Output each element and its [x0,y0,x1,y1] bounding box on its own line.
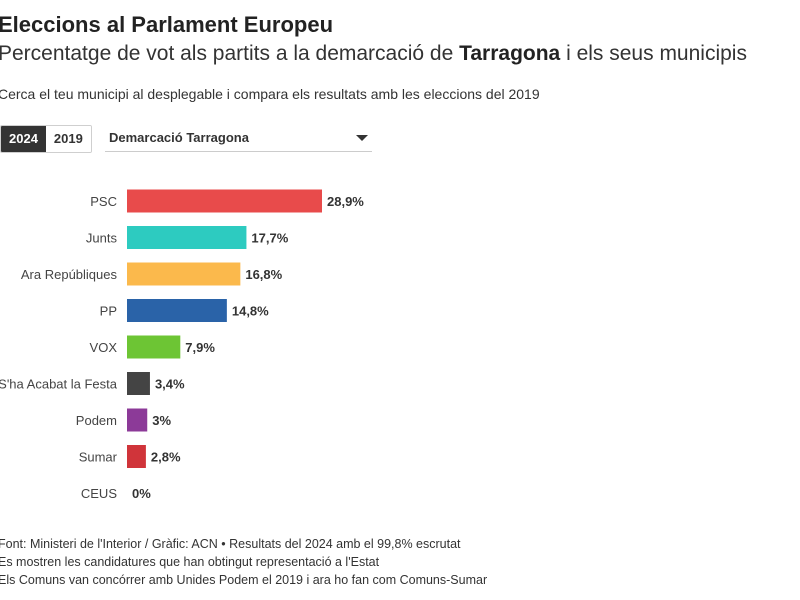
value-label-vox: 7,9% [185,340,215,355]
category-label-s-ha-acabat-la-festa: S'ha Acabat la Festa [0,377,118,392]
year-button-2024[interactable]: 2024 [1,126,46,152]
bar-s-ha-acabat-la-festa[interactable] [127,372,150,395]
value-label-podem: 3% [152,413,171,428]
value-label-junts: 17,7% [251,231,288,246]
value-label-s-ha-acabat-la-festa: 3,4% [155,377,185,392]
category-label-sumar: Sumar [79,450,118,465]
bar-chart: PSC 28,9% Junts 17,7% Ara Repúbliques 16,8% PP… [0,189,364,501]
footnotes: Font: Ministeri de l'Interior / Gràfic: … [0,535,487,589]
bar-podem[interactable] [127,408,148,432]
year-button-2019[interactable]: 2019 [45,126,91,152]
value-label-ara-republiques: 16,8% [245,267,282,282]
footnote-source: Font: Ministeri de l'Interior / Gràfic: … [0,537,461,551]
municipality-dropdown[interactable]: Demarcació Tarragona [105,124,372,152]
footnote-comuns: Els Comuns van concórrer amb Unides Pode… [0,573,488,587]
category-label-vox: VOX [90,340,118,355]
category-label-psc: PSC [90,194,117,209]
subtitle-prefix: Percentatge de vot als partits a la dema… [0,42,460,65]
category-label-pp: PP [100,304,117,319]
category-label-junts: Junts [86,231,118,246]
chevron-down-icon [356,135,368,141]
bar-junts[interactable] [127,226,247,249]
dropdown-selected-value: Demarcació Tarragona [109,130,249,145]
bar-sumar[interactable] [127,445,146,468]
year-toggle: 2024 2019 [0,125,92,153]
chart-subtitle: Percentatge de vot als partits a la dema… [0,42,747,66]
value-label-ceus: 0% [132,486,151,501]
bar-pp[interactable] [127,299,227,322]
chart-title: Eleccions al Parlament Europeu [0,12,334,37]
footnote-candidacies: Es mostren les candidatures que han obti… [0,555,380,569]
instruction-text: Cerca el teu municipi al desplegable i c… [0,86,540,102]
category-label-podem: Podem [76,413,117,428]
subtitle-suffix: i els seus municipis [560,42,747,65]
value-label-pp: 14,8% [232,304,269,319]
subtitle-highlight: Tarragona [459,42,561,65]
bar-vox[interactable] [127,335,181,359]
value-label-sumar: 2,8% [151,450,181,465]
category-label-ara-republiques: Ara Repúbliques [21,267,118,282]
bar-ara-republiques[interactable] [127,262,241,286]
value-label-psc: 28,9% [327,194,364,209]
bar-psc[interactable] [127,189,322,213]
category-label-ceus: CEUS [81,486,117,501]
